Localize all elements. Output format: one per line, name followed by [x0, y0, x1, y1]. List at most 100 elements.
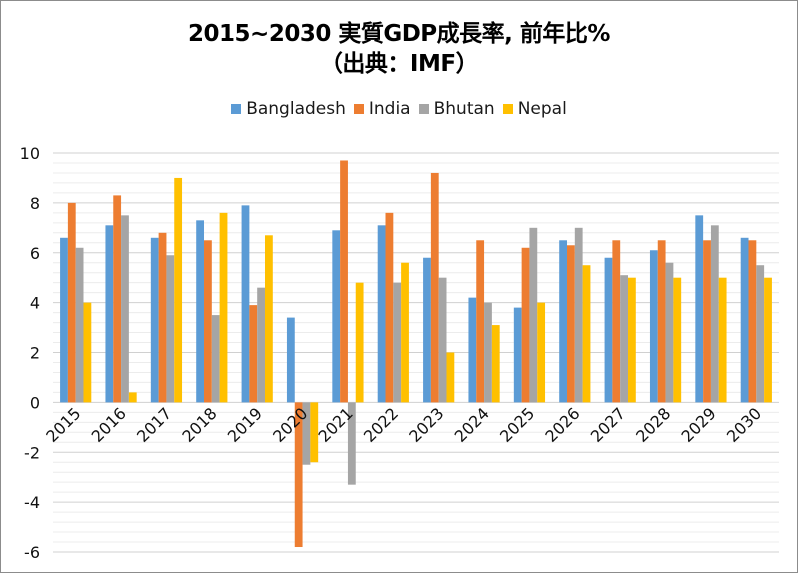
bar-nepal-2016	[128, 392, 137, 403]
legend-swatch-bhutan	[418, 104, 429, 114]
legend-swatch-nepal	[502, 104, 513, 114]
bar-bhutan-2023	[438, 277, 447, 403]
bar-nepal-2029	[718, 277, 727, 403]
bar-nepal-2022	[401, 262, 409, 403]
bar-bhutan-2030	[756, 265, 765, 403]
bar-bangladesh-2025	[513, 307, 522, 403]
bar-bangladesh-2023	[423, 257, 431, 403]
x-tick-label: 2026	[541, 404, 583, 446]
bar-bhutan-2021	[347, 402, 356, 485]
bar-nepal-2020	[310, 402, 319, 463]
bar-india-2023	[430, 172, 439, 403]
bar-nepal-2030	[764, 277, 772, 403]
y-axis-ticks: 10 8 6 4 2 0 -2 -4 -6	[20, 144, 40, 562]
bar-bangladesh-2015	[60, 237, 68, 403]
bar-india-2024	[476, 240, 485, 403]
legend-item-bhutan[interactable]: Bhutan	[418, 99, 495, 119]
bar-india-2018	[204, 240, 212, 403]
bars	[60, 160, 772, 548]
y-tick-label: 10	[20, 144, 40, 163]
bar-india-2027	[612, 240, 621, 403]
bar-bangladesh-2019	[241, 205, 250, 403]
y-tick-label: -6	[24, 543, 40, 562]
bar-bhutan-2027	[620, 275, 628, 403]
y-tick-label: 0	[30, 393, 40, 412]
bar-bhutan-2020	[302, 402, 311, 465]
bar-bangladesh-2024	[468, 297, 477, 403]
bar-bangladesh-2017	[150, 237, 159, 403]
x-tick-label: 2015	[42, 404, 84, 446]
legend-label-india: India	[368, 99, 411, 119]
bar-bangladesh-2027	[604, 257, 613, 403]
legend-swatch-bangladesh	[231, 104, 242, 114]
bar-nepal-2028	[673, 277, 682, 403]
bar-india-2029	[703, 240, 711, 403]
legend: Bangladesh India Bhutan Nepal	[0, 99, 798, 119]
bar-bangladesh-2030	[740, 237, 749, 403]
bar-bangladesh-2026	[559, 240, 568, 403]
bar-bangladesh-2029	[695, 215, 704, 403]
bar-bangladesh-2020	[286, 317, 295, 403]
bar-bangladesh-2016	[105, 225, 114, 403]
bar-nepal-2025	[537, 302, 546, 403]
x-tick-label: 2018	[178, 404, 220, 446]
bar-bhutan-2029	[710, 225, 719, 403]
y-tick-label: 2	[30, 344, 40, 363]
y-tick-label: 4	[30, 294, 40, 313]
bar-nepal-2015	[83, 302, 92, 403]
x-tick-label: 2029	[678, 404, 720, 446]
y-tick-label: 6	[30, 244, 40, 263]
bar-bangladesh-2018	[196, 220, 205, 403]
x-axis-ticks: 2015 2016 2017 2018 2019 2020 2021 2022 2023 2024…	[42, 404, 765, 446]
legend-item-india[interactable]: India	[353, 99, 411, 119]
y-tick-label: 8	[30, 194, 40, 213]
bar-bhutan-2019	[257, 287, 265, 403]
bar-india-2030	[748, 240, 757, 403]
legend-item-bangladesh[interactable]: Bangladesh	[231, 99, 346, 119]
x-tick-label: 2022	[360, 404, 402, 446]
bar-india-2016	[113, 195, 122, 403]
x-tick-label: 2017	[133, 404, 175, 446]
gridlines	[53, 152, 779, 553]
bar-india-2019	[249, 305, 258, 403]
legend-item-nepal[interactable]: Nepal	[502, 99, 567, 119]
bar-india-2028	[657, 240, 666, 403]
x-tick-label: 2016	[88, 404, 130, 446]
bar-bangladesh-2028	[649, 250, 658, 403]
chart-title: 2015~2030 実質GDP成長率, 前年比%	[188, 21, 610, 47]
bar-bhutan-2028	[665, 262, 674, 403]
bar-nepal-2018	[219, 212, 228, 403]
bar-nepal-2017	[174, 177, 183, 403]
legend-label-bhutan: Bhutan	[433, 99, 495, 119]
bar-india-2017	[158, 232, 167, 403]
bar-bangladesh-2021	[332, 230, 341, 403]
x-tick-label: 2028	[632, 404, 674, 446]
y-tick-label: -4	[24, 493, 40, 512]
bar-nepal-2026	[582, 265, 591, 403]
x-tick-label: 2030	[723, 404, 765, 446]
bar-bhutan-2025	[529, 227, 538, 403]
x-tick-label: 2027	[587, 404, 629, 446]
bar-nepal-2021	[355, 282, 364, 403]
legend-label-nepal: Nepal	[517, 99, 567, 119]
bar-nepal-2024	[491, 325, 500, 403]
bar-bhutan-2017	[166, 255, 175, 403]
bar-bhutan-2022	[393, 282, 402, 403]
bar-bhutan-2015	[75, 247, 84, 403]
bar-bangladesh-2022	[377, 225, 386, 403]
bar-india-2022	[385, 212, 394, 403]
legend-swatch-india	[353, 104, 364, 114]
chart-subtitle: （出典：IMF）	[319, 51, 479, 77]
bar-india-2026	[567, 245, 575, 403]
bar-nepal-2023	[446, 352, 455, 403]
bar-nepal-2027	[627, 277, 636, 403]
bar-bhutan-2024	[484, 302, 492, 403]
x-tick-label: 2025	[496, 404, 538, 446]
x-tick-label: 2024	[451, 404, 493, 446]
legend-label-bangladesh: Bangladesh	[246, 99, 346, 119]
x-tick-label: 2023	[405, 404, 447, 446]
bar-bhutan-2016	[121, 215, 129, 403]
bar-india-2020	[294, 402, 303, 548]
bar-bhutan-2026	[574, 227, 583, 403]
